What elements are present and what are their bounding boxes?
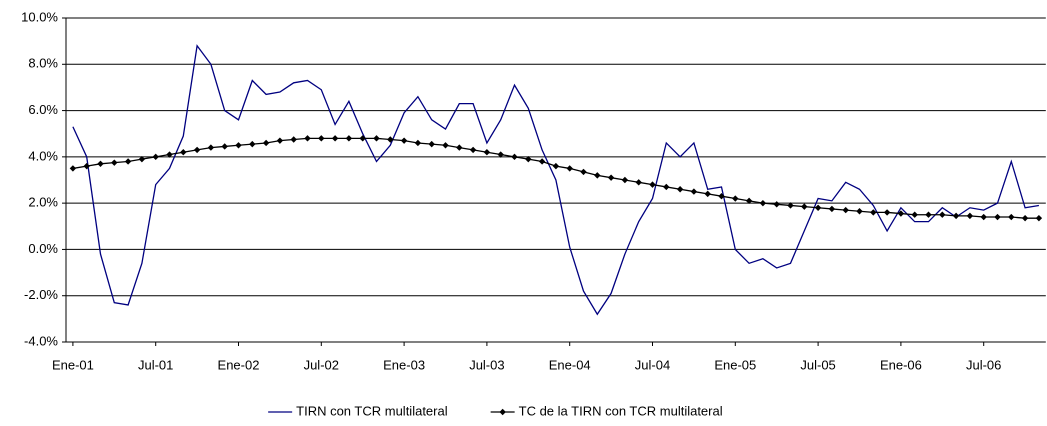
point [883,209,891,216]
point [345,135,353,142]
point [870,209,877,216]
point [276,137,284,144]
point [69,165,77,172]
point [525,155,532,163]
y-tick-label: 4.0% [28,148,58,163]
point [318,135,325,142]
point [649,181,656,188]
series-line [72,44,1040,316]
y-tick-label: 2.0% [28,195,58,210]
point [980,213,987,221]
y-tick-label: -2.0% [24,287,58,302]
point [83,162,90,170]
point [193,146,201,154]
y-tick-label: 8.0% [28,56,58,71]
point [552,162,560,170]
point [621,176,629,184]
point [262,139,270,147]
point [400,137,408,144]
point [138,155,146,163]
point [1021,214,1029,222]
point [331,135,339,142]
x-tick-label: Jul-04 [635,357,670,372]
point [773,201,780,208]
x-tick-label: Ene-03 [383,357,425,372]
point [704,190,711,198]
y-tick-label: 10.0% [21,9,58,24]
x-tick-label: Ene-05 [714,357,756,372]
point [538,158,546,165]
point [497,151,504,158]
point [483,149,491,156]
x-tick-label: Jul-06 [966,357,1001,372]
x-tick-label: Jul-02 [304,357,339,372]
point [676,186,684,193]
point [801,203,808,210]
point [207,144,215,151]
point [759,199,767,207]
point [166,151,173,158]
point [635,179,642,186]
y-tick-label: 0.0% [28,241,58,256]
y-tick-label: -4.0% [24,333,58,348]
x-tick-label: Ene-02 [218,357,260,372]
point [414,139,422,147]
point [897,210,905,217]
point [663,183,670,191]
point [221,143,228,150]
point [1008,213,1015,221]
x-tick-label: Ene-04 [549,357,591,372]
point [152,153,159,161]
legend-label: TIRN con TCR multilateral [296,403,448,418]
point [97,160,104,167]
point [359,135,366,142]
point [387,136,394,143]
point [111,159,118,166]
point [925,211,932,218]
point [511,153,518,161]
point [594,172,601,179]
point [290,136,297,143]
point [856,208,863,215]
point [373,135,380,142]
point [690,188,698,195]
point [966,212,974,220]
x-tick-label: Jul-03 [469,357,504,372]
point [1035,214,1043,222]
point [456,144,463,151]
x-tick-label: Ene-06 [880,357,922,372]
series-line [72,137,1039,219]
x-tick-label: Jul-05 [800,357,835,372]
point [814,204,822,211]
point [566,165,573,172]
point [607,174,615,181]
point [939,211,946,218]
point [580,168,587,176]
point [842,206,849,214]
y-tick-label: 6.0% [28,102,58,117]
point [952,212,960,220]
point [235,142,242,149]
point [304,135,311,142]
point [124,158,132,165]
point [828,205,836,213]
point [911,211,918,218]
x-tick-label: Jul-01 [138,357,173,372]
point [442,142,449,149]
x-tick-label: Ene-01 [52,357,94,372]
point [469,146,477,154]
point [180,149,187,156]
legend-marker [499,408,506,416]
point [787,202,794,209]
point [718,193,725,200]
legend-label: TC de la TIRN con TCR multilateral [519,403,723,418]
point [732,195,739,202]
point [745,197,753,205]
point [994,213,1001,221]
point [249,140,256,148]
point [428,140,435,148]
